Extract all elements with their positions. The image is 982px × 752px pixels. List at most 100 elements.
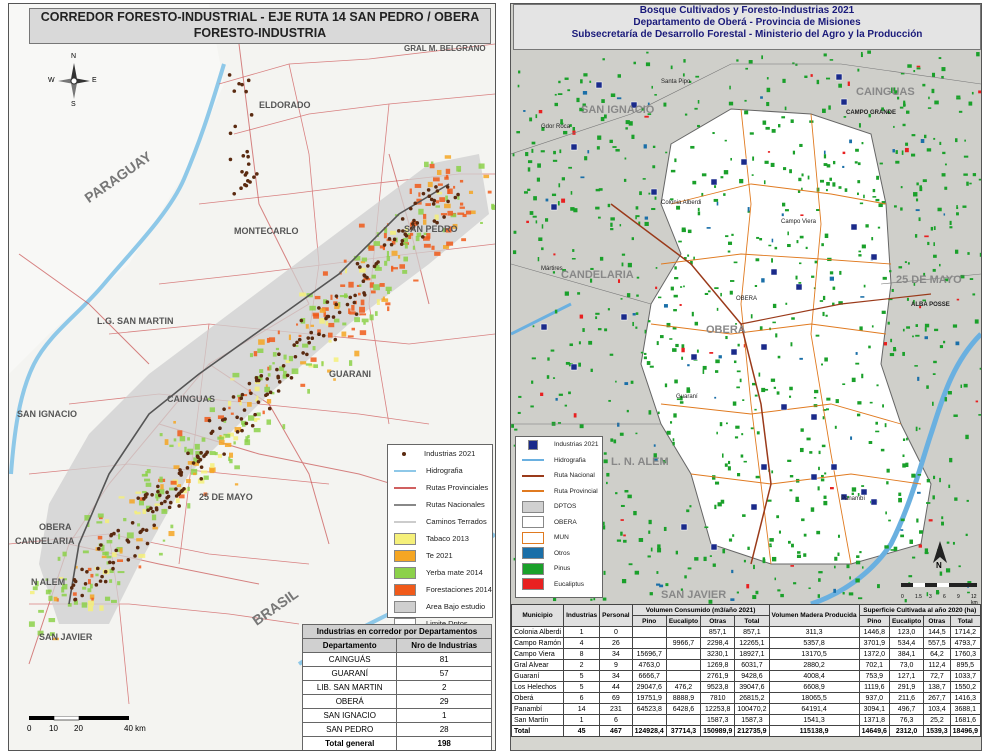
plantation-patch xyxy=(657,411,660,415)
factory-icon xyxy=(780,403,788,411)
plantation-patch xyxy=(851,377,856,383)
plantation-patch xyxy=(900,186,903,189)
plantation-patch xyxy=(848,592,854,596)
plantation-patch xyxy=(927,241,930,246)
industry-count-cell: 2 xyxy=(396,680,492,695)
crop-patch xyxy=(423,243,431,248)
crop-patch xyxy=(391,267,398,270)
label-gral-belgrano: GRAL M. BELGRANO xyxy=(404,44,486,53)
plantation-patch xyxy=(683,59,686,63)
industry-dot xyxy=(235,415,239,420)
crop-patch xyxy=(30,590,35,595)
plantation-patch xyxy=(743,559,746,563)
plantation-patch xyxy=(878,203,883,208)
plantation-patch xyxy=(912,556,916,559)
crop-patch xyxy=(342,322,347,326)
crop-patch xyxy=(283,354,287,360)
plantation-patch xyxy=(902,351,905,356)
crop-patch xyxy=(176,484,182,488)
plantation-patch xyxy=(682,73,685,77)
plantation-patch xyxy=(893,546,898,552)
crop-patch xyxy=(217,436,224,440)
crop-patch xyxy=(333,318,340,323)
plantation-patch xyxy=(967,252,970,255)
industry-dot xyxy=(98,579,103,583)
plantation-patch xyxy=(923,272,926,276)
crop-patch xyxy=(229,458,233,464)
plantation-patch xyxy=(936,590,940,595)
industry-dot xyxy=(114,548,118,553)
crop-patch xyxy=(391,240,396,245)
plantation-patch xyxy=(619,224,622,227)
factory-icon xyxy=(740,158,748,166)
value-cell: 9523,8 xyxy=(700,681,736,693)
plantation-patch xyxy=(860,51,863,55)
plantation-patch xyxy=(761,387,766,393)
label-alem: N ALEM xyxy=(31,577,66,587)
crop-patch xyxy=(373,284,380,291)
municipality-cell: Campo Ramón xyxy=(511,637,565,649)
plantation-patch xyxy=(724,139,727,142)
plantation-patch xyxy=(615,492,618,495)
plantation-patch xyxy=(890,549,895,551)
crop-patch xyxy=(368,245,375,251)
plantation-patch xyxy=(857,162,861,166)
crop-patch xyxy=(437,183,443,186)
value-cell: 69 xyxy=(599,692,633,704)
plantation-patch xyxy=(924,336,928,340)
crop-patch xyxy=(106,539,113,544)
plantation-patch xyxy=(800,428,804,432)
industry-dot xyxy=(100,574,104,579)
crop-patch xyxy=(310,357,317,362)
crop-patch xyxy=(247,415,255,421)
value-cell: 72,7 xyxy=(923,670,951,682)
crop-patch xyxy=(82,550,89,554)
plantation-patch xyxy=(859,326,863,331)
crop-patch xyxy=(173,420,176,424)
plantation-patch xyxy=(722,548,726,554)
plantation-patch xyxy=(771,258,774,263)
crop-patch xyxy=(62,551,67,557)
factory-icon xyxy=(840,98,848,106)
plantation-patch xyxy=(904,598,907,603)
plantation-patch xyxy=(570,207,575,211)
plantation-patch xyxy=(933,226,936,230)
value-cell xyxy=(631,626,667,638)
factory-icon xyxy=(550,203,558,211)
plantation-patch xyxy=(823,150,826,155)
crop-patch xyxy=(343,293,348,299)
plantation-patch xyxy=(656,583,661,586)
plantation-patch xyxy=(834,425,837,429)
value-cell: 3094,1 xyxy=(858,703,890,715)
plantation-patch xyxy=(610,217,615,221)
crop-patch xyxy=(241,423,246,427)
industry-dot xyxy=(199,465,204,469)
plantation-patch xyxy=(651,85,653,89)
factory-icon xyxy=(595,81,603,89)
crop-patch xyxy=(361,257,368,262)
table-caption: Industrias en corredor por Departamentos xyxy=(302,624,492,639)
left-legend-label: Area Bajo estudio xyxy=(426,602,486,611)
industry-dot xyxy=(429,197,434,202)
plantation-patch xyxy=(596,146,600,150)
plantation-patch xyxy=(933,137,936,140)
crop-patch xyxy=(203,492,208,496)
value-cell: 4793,7 xyxy=(949,637,981,649)
crop-patch xyxy=(129,499,135,504)
plantation-patch xyxy=(881,201,886,205)
plantation-patch xyxy=(857,68,860,72)
plantation-patch xyxy=(518,395,522,398)
r-label-25-de-mayo: 25 DE MAYO xyxy=(896,274,962,286)
crop-patch xyxy=(101,555,107,559)
crop-patch xyxy=(299,292,306,297)
crop-patch xyxy=(245,436,249,443)
plantation-patch xyxy=(635,432,638,435)
plantation-patch xyxy=(550,349,555,352)
industry-dot xyxy=(96,546,101,551)
table-sub-header: Total xyxy=(949,615,981,627)
plantation-patch xyxy=(821,243,824,247)
crop-patch xyxy=(230,378,235,381)
plantation-patch xyxy=(979,252,981,257)
crop-patch xyxy=(408,234,412,240)
crop-patch xyxy=(170,524,174,529)
